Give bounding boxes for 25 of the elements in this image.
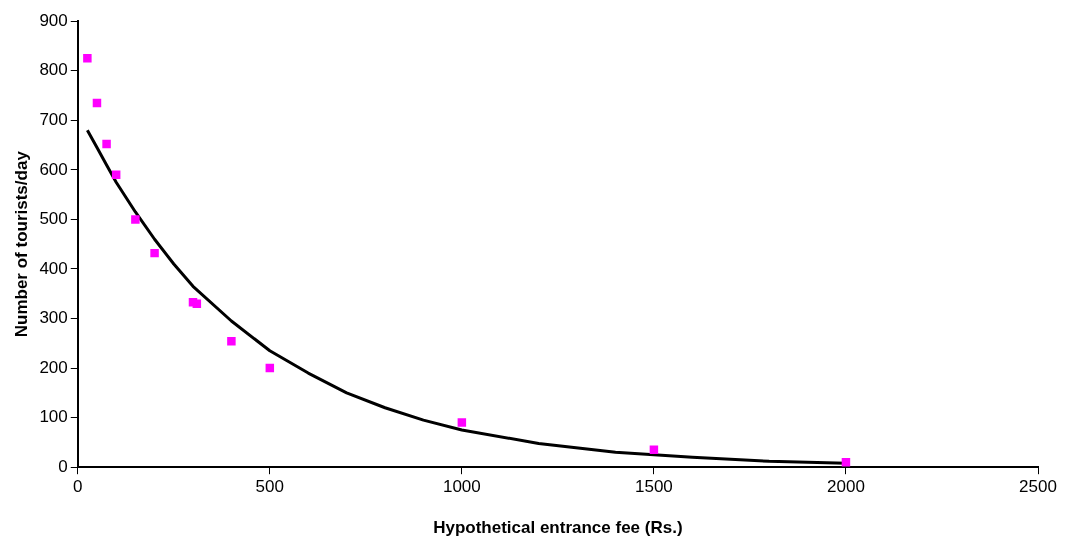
x-tick-label: 2000 <box>827 477 865 497</box>
x-tick-label: 1500 <box>634 477 673 497</box>
y-tick-label: 600 <box>39 159 68 179</box>
x-tick-label: 0 <box>73 477 83 497</box>
x-axis-title: Hypothetical entrance fee (Rs.) <box>433 518 683 538</box>
point <box>192 299 202 308</box>
point <box>150 248 159 258</box>
y-tick-label: 700 <box>39 110 68 129</box>
x-tick-label: 1000 <box>442 477 481 497</box>
y-tick-label: 0 <box>58 456 68 476</box>
point <box>227 337 236 346</box>
y-tick-label: 900 <box>39 10 68 30</box>
point <box>457 418 467 427</box>
x-tick-label: 500 <box>255 477 284 497</box>
point <box>83 54 92 63</box>
y-tick-label: 200 <box>39 357 68 377</box>
point <box>131 215 140 224</box>
x-tick-label: 2500 <box>1019 477 1057 497</box>
y-tick-label: 100 <box>39 407 68 427</box>
y-tick-label: 300 <box>39 308 68 328</box>
point <box>102 139 111 149</box>
y-tick-label: 400 <box>39 258 68 278</box>
y-tick-label: 500 <box>39 209 68 229</box>
y-axis-title: Number of tourists/day <box>11 150 31 338</box>
y-tick-label: 800 <box>39 60 68 80</box>
